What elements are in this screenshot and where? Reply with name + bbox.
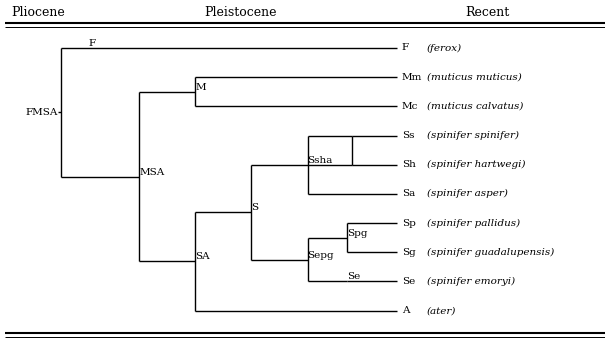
Text: Sp: Sp xyxy=(402,218,415,228)
Text: Pleistocene: Pleistocene xyxy=(204,7,276,19)
Text: Sa: Sa xyxy=(402,190,415,198)
Text: (ater): (ater) xyxy=(427,306,456,315)
Text: (spinifer pallidus): (spinifer pallidus) xyxy=(427,218,520,228)
Text: Sh: Sh xyxy=(402,160,415,169)
Text: (muticus calvatus): (muticus calvatus) xyxy=(427,102,523,111)
Text: (spinifer guadalupensis): (spinifer guadalupensis) xyxy=(427,248,554,257)
Text: (muticus muticus): (muticus muticus) xyxy=(427,73,522,82)
Text: F: F xyxy=(89,39,96,48)
Text: Se: Se xyxy=(347,272,360,281)
Text: A: A xyxy=(402,306,409,315)
Text: (spinifer hartwegi): (spinifer hartwegi) xyxy=(427,160,526,169)
Text: Ssha: Ssha xyxy=(308,156,333,165)
Text: Pliocene: Pliocene xyxy=(12,7,65,19)
Text: MSA: MSA xyxy=(139,168,164,176)
Text: FMSA: FMSA xyxy=(26,108,58,117)
Text: Mc: Mc xyxy=(402,102,418,111)
Text: Recent: Recent xyxy=(465,7,509,19)
Text: Sg: Sg xyxy=(402,248,415,257)
Text: Sepg: Sepg xyxy=(308,250,334,260)
Text: Spg: Spg xyxy=(347,229,367,238)
Text: (spinifer asper): (spinifer asper) xyxy=(427,189,508,198)
Text: F: F xyxy=(402,43,409,52)
Text: Ss: Ss xyxy=(402,131,414,140)
Text: S: S xyxy=(252,203,259,212)
Text: Mm: Mm xyxy=(402,73,422,82)
Text: Se: Se xyxy=(402,277,415,286)
Text: (ferox): (ferox) xyxy=(427,43,462,53)
Text: M: M xyxy=(195,83,206,92)
Text: (spinifer spinifer): (spinifer spinifer) xyxy=(427,131,519,140)
Text: SA: SA xyxy=(195,252,210,261)
Text: (spinifer emoryi): (spinifer emoryi) xyxy=(427,277,515,286)
